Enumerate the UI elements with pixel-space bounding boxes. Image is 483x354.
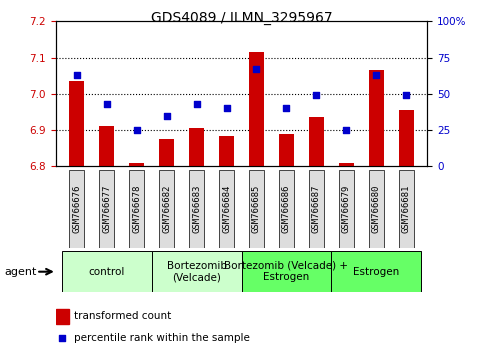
Bar — [399, 170, 413, 248]
Bar — [279, 134, 294, 166]
Point — [103, 101, 111, 107]
Bar — [242, 251, 331, 292]
Text: Bortezomib (Velcade) +
Estrogen: Bortezomib (Velcade) + Estrogen — [225, 261, 349, 282]
Bar — [61, 251, 152, 292]
Bar — [339, 170, 354, 248]
Text: GSM766687: GSM766687 — [312, 185, 321, 233]
Text: Bortezomib
(Velcade): Bortezomib (Velcade) — [167, 261, 227, 282]
Point — [133, 127, 141, 133]
Point — [72, 72, 80, 78]
Text: GSM766681: GSM766681 — [402, 185, 411, 233]
Point — [223, 105, 230, 111]
Point — [193, 101, 200, 107]
Bar — [129, 163, 144, 166]
Text: transformed count: transformed count — [74, 311, 171, 321]
Bar — [339, 163, 354, 166]
Bar — [369, 70, 384, 166]
Bar — [99, 126, 114, 166]
Bar — [279, 170, 294, 248]
Bar — [309, 170, 324, 248]
Bar — [331, 251, 422, 292]
Bar — [99, 170, 114, 248]
Bar — [152, 251, 242, 292]
Bar — [369, 170, 384, 248]
Text: GSM766683: GSM766683 — [192, 185, 201, 233]
Bar — [249, 170, 264, 248]
Bar — [159, 170, 174, 248]
Text: agent: agent — [5, 267, 37, 277]
Text: GSM766682: GSM766682 — [162, 185, 171, 233]
Point — [342, 127, 350, 133]
Text: GSM766676: GSM766676 — [72, 185, 81, 233]
Bar — [219, 136, 234, 166]
Point — [283, 105, 290, 111]
Bar — [249, 52, 264, 166]
Point — [313, 92, 320, 98]
Bar — [189, 170, 204, 248]
Text: GSM766677: GSM766677 — [102, 185, 111, 233]
Text: Estrogen: Estrogen — [354, 267, 399, 277]
Bar — [309, 118, 324, 166]
Bar — [189, 128, 204, 166]
Text: GDS4089 / ILMN_3295967: GDS4089 / ILMN_3295967 — [151, 11, 332, 25]
Text: GSM766678: GSM766678 — [132, 185, 141, 233]
Bar — [159, 139, 174, 166]
Text: GSM766680: GSM766680 — [372, 185, 381, 233]
Text: percentile rank within the sample: percentile rank within the sample — [74, 332, 250, 343]
Text: GSM766686: GSM766686 — [282, 185, 291, 233]
Bar — [219, 170, 234, 248]
Bar — [399, 110, 414, 166]
Point — [403, 92, 411, 98]
Bar — [69, 81, 84, 166]
Text: GSM766679: GSM766679 — [342, 185, 351, 233]
Bar — [129, 170, 144, 248]
Bar — [56, 309, 69, 324]
Point — [372, 72, 380, 78]
Point — [253, 66, 260, 72]
Point — [58, 335, 66, 341]
Text: control: control — [88, 267, 125, 277]
Bar — [70, 170, 84, 248]
Text: GSM766685: GSM766685 — [252, 185, 261, 233]
Point — [163, 113, 170, 119]
Text: GSM766684: GSM766684 — [222, 185, 231, 233]
